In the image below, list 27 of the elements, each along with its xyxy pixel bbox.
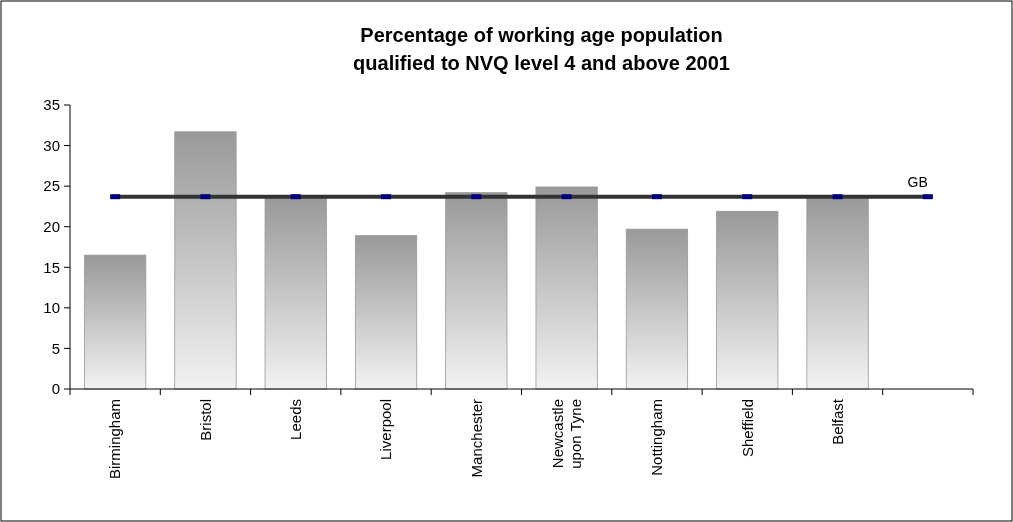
bar xyxy=(535,186,598,390)
y-tick-label: 10 xyxy=(43,299,60,317)
x-tick-label: Birmingham xyxy=(106,399,124,480)
x-tick-label: Nottingham xyxy=(648,399,666,476)
x-tick-label: Sheffield xyxy=(738,399,756,458)
bar xyxy=(174,131,237,390)
x-tick-label: Manchester xyxy=(467,399,485,478)
y-tick-label: 20 xyxy=(43,217,60,235)
x-tick-label: Bristol xyxy=(196,399,214,441)
y-tick-label: 25 xyxy=(43,177,60,195)
bar xyxy=(445,192,508,390)
bar xyxy=(84,254,147,390)
bar xyxy=(716,210,779,390)
y-tick-label: 5 xyxy=(51,339,60,357)
bar xyxy=(264,197,327,390)
chart-title: Percentage of working age population qualified to NVQ level 4 and above 2001 xyxy=(353,24,730,74)
y-tick-label: 35 xyxy=(43,96,60,114)
y-tick-label: 0 xyxy=(51,380,60,398)
x-tick-label: Leeds xyxy=(287,399,304,440)
bar xyxy=(625,228,689,390)
series-label: GB xyxy=(907,173,928,190)
bar xyxy=(354,235,418,390)
x-tick-label: Belfast xyxy=(828,398,846,445)
y-tick-label: 30 xyxy=(43,136,60,154)
x-tick-label: Newcastle upon Tyne xyxy=(548,399,584,469)
y-tick-label: 15 xyxy=(43,258,60,276)
x-tick-label: Liverpool xyxy=(377,399,395,460)
